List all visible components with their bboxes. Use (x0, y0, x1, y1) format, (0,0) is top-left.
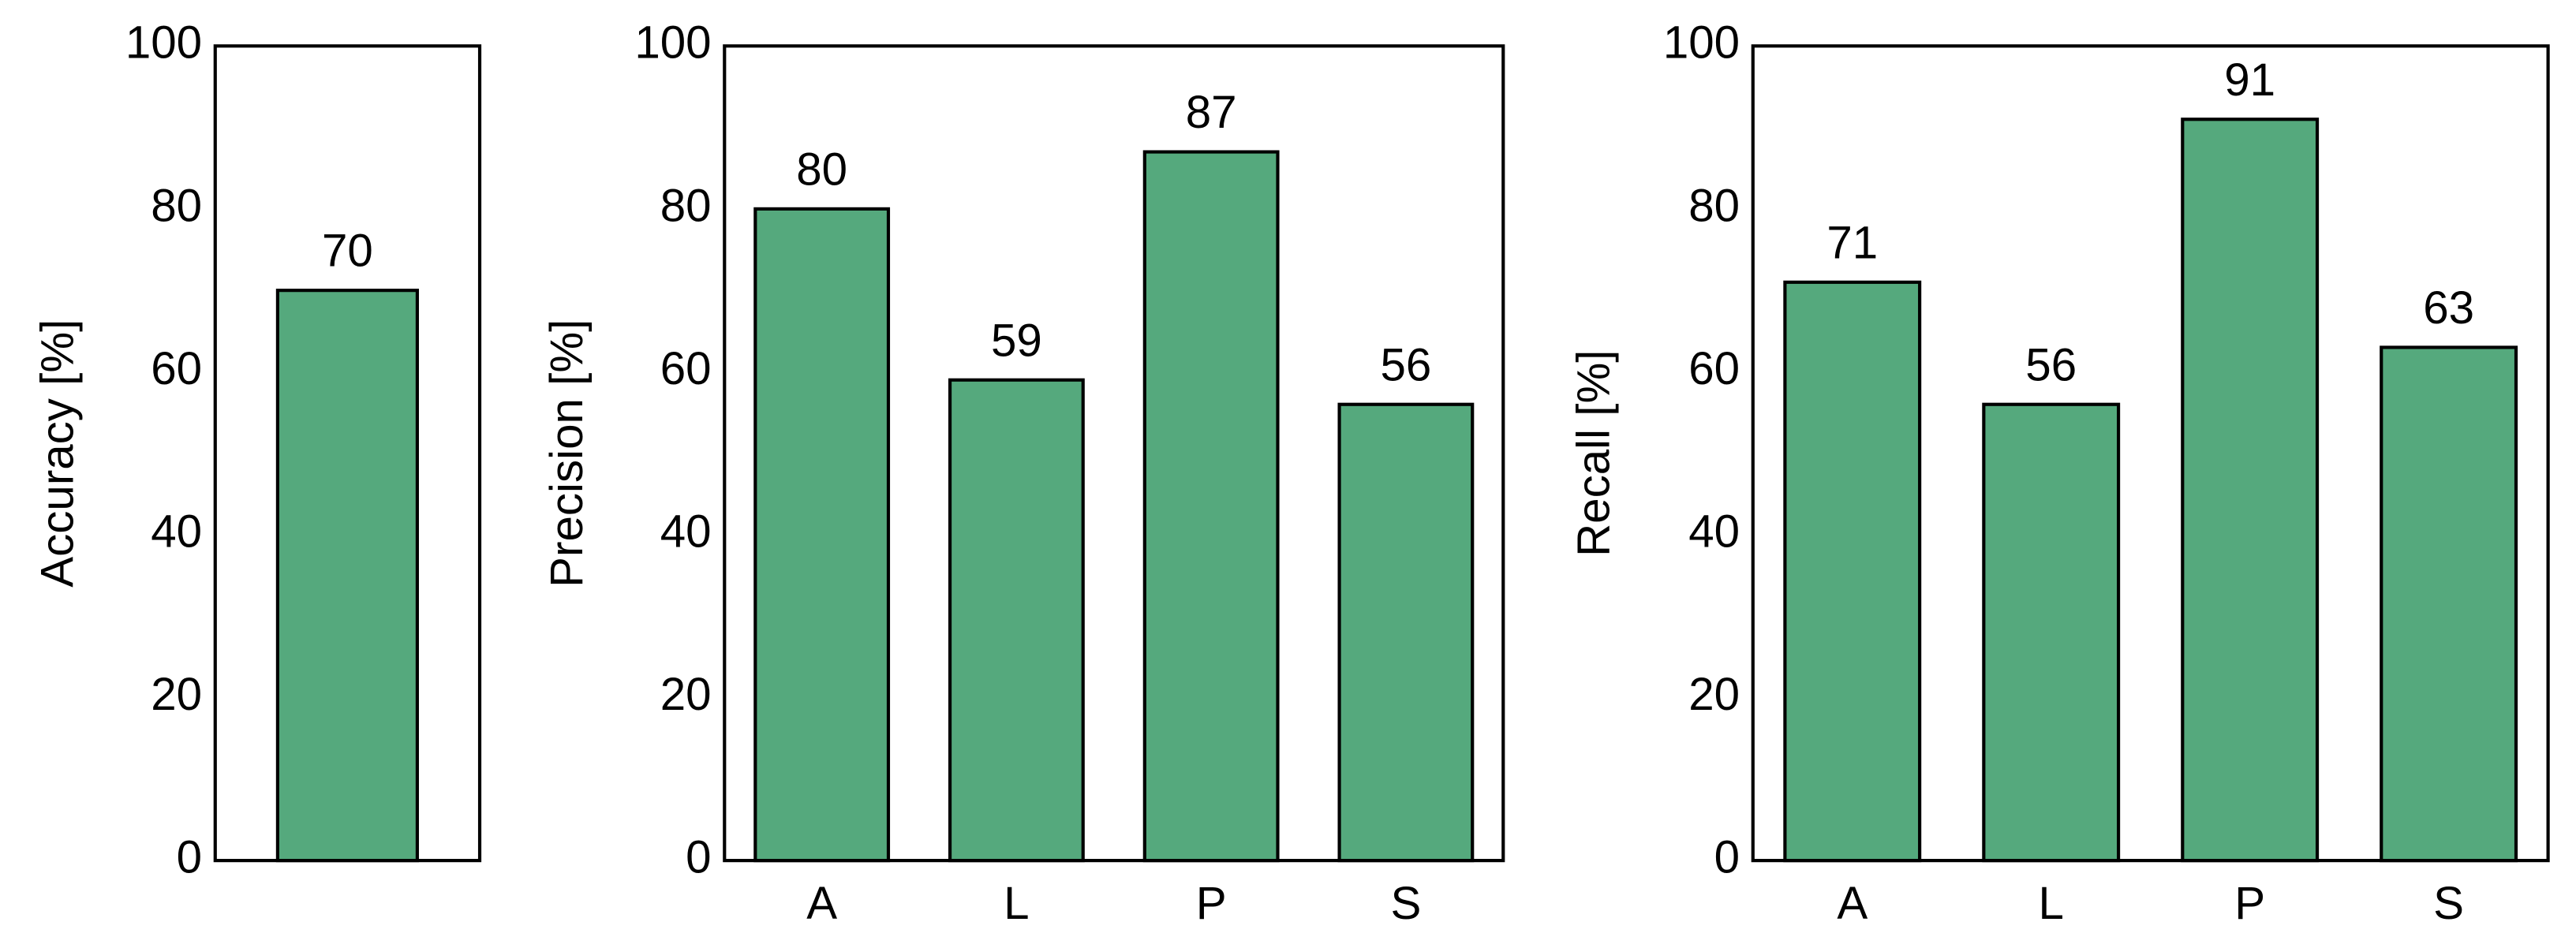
data-label: 56 (2025, 339, 2077, 390)
data-label: 70 (322, 226, 373, 277)
bar (1337, 402, 1475, 863)
data-label: 71 (1826, 217, 1878, 268)
y-tick-label: 80 (151, 180, 202, 231)
bar (275, 289, 419, 863)
bar (948, 378, 1085, 863)
bar (1142, 150, 1280, 863)
bar (2181, 118, 2320, 863)
x-tick-label: P (2234, 878, 2265, 929)
data-label: 91 (2224, 54, 2275, 106)
y-tick-label: 60 (660, 343, 712, 394)
y-tick-label: 40 (151, 506, 202, 557)
x-tick-label: S (1390, 878, 1421, 929)
x-tick-label: P (1196, 878, 1227, 929)
y-tick-label: 0 (686, 832, 711, 883)
data-label: 87 (1186, 87, 1237, 138)
data-label: 63 (2423, 282, 2474, 334)
data-label: 56 (1380, 339, 1431, 390)
x-tick-label: L (1004, 878, 1029, 929)
y-tick-label: 40 (660, 506, 712, 557)
y-tick-label: 20 (151, 669, 202, 720)
y-tick-label: 100 (1663, 17, 1740, 69)
y-axis-label: Recall [%] (1568, 350, 1619, 557)
plot-frame (1751, 44, 2550, 863)
y-tick-label: 80 (660, 180, 712, 231)
y-axis-label: Precision [%] (541, 319, 593, 588)
data-label: 80 (796, 144, 847, 195)
y-tick-label: 100 (634, 17, 711, 69)
y-axis-label: Accuracy [%] (32, 319, 83, 588)
bar (1783, 280, 1922, 863)
y-tick-label: 80 (1688, 180, 1740, 231)
bar (753, 207, 891, 863)
x-tick-label: S (2433, 878, 2464, 929)
y-tick-label: 0 (177, 832, 202, 883)
x-tick-label: L (2038, 878, 2063, 929)
plot-frame (213, 44, 482, 863)
y-tick-label: 0 (1714, 832, 1740, 883)
plot-frame (723, 44, 1505, 863)
y-tick-label: 60 (1688, 343, 1740, 394)
y-tick-label: 20 (1688, 669, 1740, 720)
data-label: 59 (991, 315, 1042, 366)
x-tick-label: A (806, 878, 837, 929)
bar (2380, 345, 2518, 863)
y-tick-label: 100 (125, 17, 202, 69)
y-tick-label: 60 (151, 343, 202, 394)
y-tick-label: 40 (1688, 506, 1740, 557)
y-tick-label: 20 (660, 669, 712, 720)
bar (1982, 402, 2121, 863)
x-tick-label: A (1837, 878, 1868, 929)
